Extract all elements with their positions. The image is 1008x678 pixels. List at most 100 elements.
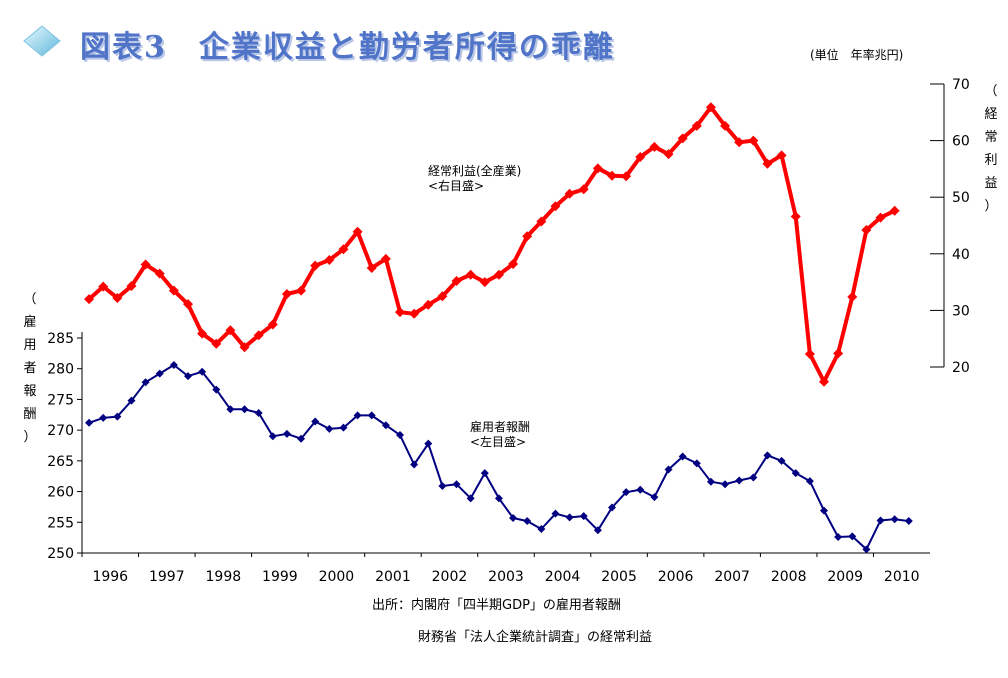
- x-tick-label: 1996: [92, 569, 128, 585]
- profit-point: [253, 330, 264, 341]
- compensation-point: [396, 431, 404, 440]
- profit-series-axis-note: <右目盛>: [428, 179, 485, 193]
- compensation-point: [509, 513, 518, 522]
- profit-point: [479, 277, 490, 288]
- source-line-1: 出所：内閣府「四半期GDP」の雇用者報酬: [372, 598, 621, 613]
- profit-point: [281, 288, 292, 299]
- unit-note: (単位 年率兆円): [810, 48, 904, 62]
- profit-point: [564, 188, 575, 199]
- y-right-tick-label: 20: [952, 360, 970, 376]
- x-tick-label: 2006: [658, 569, 694, 585]
- x-tick-label: 2010: [884, 569, 920, 585]
- profit-point: [762, 158, 773, 169]
- x-tick-label: 2008: [771, 569, 807, 585]
- profit-point: [833, 348, 844, 359]
- compensation-point: [494, 494, 503, 503]
- compensation-point: [410, 460, 419, 469]
- profit-point: [522, 231, 533, 242]
- x-tick-label: 2005: [601, 569, 637, 585]
- compensation-point: [127, 396, 136, 405]
- y-left-tick-label: 270: [47, 423, 74, 439]
- profit-point: [267, 319, 278, 330]
- profit-point: [183, 299, 193, 310]
- compensation-point: [622, 488, 631, 497]
- compensation-point: [664, 465, 673, 474]
- profit-point: [607, 170, 617, 181]
- compensation-point: [381, 421, 390, 430]
- compensation-point: [268, 432, 277, 441]
- y-right-tick-label: 60: [952, 134, 970, 150]
- y-left-axis-label: （雇用者報酬）: [23, 292, 37, 445]
- compensation-point: [226, 405, 235, 414]
- profit-point: [140, 259, 151, 270]
- compensation-point: [452, 480, 461, 489]
- compensation-point: [904, 517, 913, 526]
- profit-point: [861, 225, 872, 236]
- profit-point: [296, 285, 307, 296]
- axes: 250 255 260 265 270 275 280 285 1996 1997 1998 1999…: [47, 77, 970, 585]
- profit-point: [324, 255, 335, 266]
- source-line-2: 財務省「法人企業統計調査」の経常利益: [418, 630, 653, 645]
- profit-point: [875, 212, 886, 223]
- profit-point: [847, 291, 858, 302]
- compensation-point: [551, 509, 560, 518]
- x-tick-label: 1998: [206, 569, 242, 585]
- y-left-tick-label: 250: [47, 546, 74, 562]
- profit-point: [197, 328, 208, 339]
- x-tick-label: 2004: [545, 569, 581, 585]
- compensation-point: [99, 413, 108, 422]
- compensation-point: [749, 473, 758, 482]
- x-tick-label: 1997: [149, 569, 185, 585]
- profit-point: [677, 133, 688, 144]
- compensation-point: [763, 451, 772, 460]
- profit-point: [720, 120, 731, 131]
- compensation-point: [367, 411, 376, 420]
- profit-point: [366, 262, 377, 273]
- profit-point: [705, 102, 716, 113]
- compensation-point: [692, 459, 701, 468]
- profit-point: [578, 184, 589, 195]
- compensation-point: [240, 405, 249, 414]
- diamond-icon: [23, 25, 61, 57]
- profit-point: [748, 135, 759, 146]
- compensation-point: [141, 378, 150, 387]
- profit-point: [380, 253, 391, 264]
- profit-point: [352, 226, 363, 237]
- profit-point: [804, 348, 815, 359]
- profit-point: [621, 171, 632, 182]
- chart-title: 図表3 企業収益と勤労者所得の乖離: [80, 30, 615, 65]
- compensation-point: [198, 367, 207, 376]
- profit-point: [310, 260, 321, 271]
- compensation-point: [466, 494, 475, 503]
- x-tick-label: 2000: [319, 569, 355, 585]
- profit-point: [663, 149, 674, 160]
- profit-point: [423, 299, 434, 310]
- compensation-point: [424, 439, 433, 448]
- profit-point: [437, 291, 448, 302]
- compensation-point: [184, 372, 192, 381]
- profit-point: [508, 258, 519, 269]
- compensation-series-axis-note: <左目盛>: [470, 435, 527, 449]
- y-right-tick-label: 30: [952, 303, 970, 319]
- compensation-point: [876, 516, 885, 525]
- compensation-point: [820, 506, 828, 515]
- x-tick-label: 2007: [714, 569, 750, 585]
- compensation-point: [438, 482, 447, 491]
- profit-point: [126, 281, 137, 292]
- y-left-tick-label: 285: [47, 331, 74, 347]
- compensation-point: [325, 424, 334, 433]
- profit-point: [84, 294, 95, 305]
- profit-point: [98, 281, 109, 292]
- compensation-point: [805, 477, 814, 486]
- profit-point: [819, 376, 829, 387]
- profit-point: [734, 137, 745, 148]
- y-left-tick-label: 255: [47, 515, 74, 531]
- profit-point: [691, 120, 702, 131]
- profit-point: [790, 211, 801, 222]
- compensation-point: [212, 385, 221, 394]
- profit-point: [112, 292, 123, 303]
- profit-point: [592, 163, 603, 174]
- compensation-point: [593, 526, 602, 535]
- compensation-point: [565, 513, 574, 522]
- profit-point: [225, 325, 236, 336]
